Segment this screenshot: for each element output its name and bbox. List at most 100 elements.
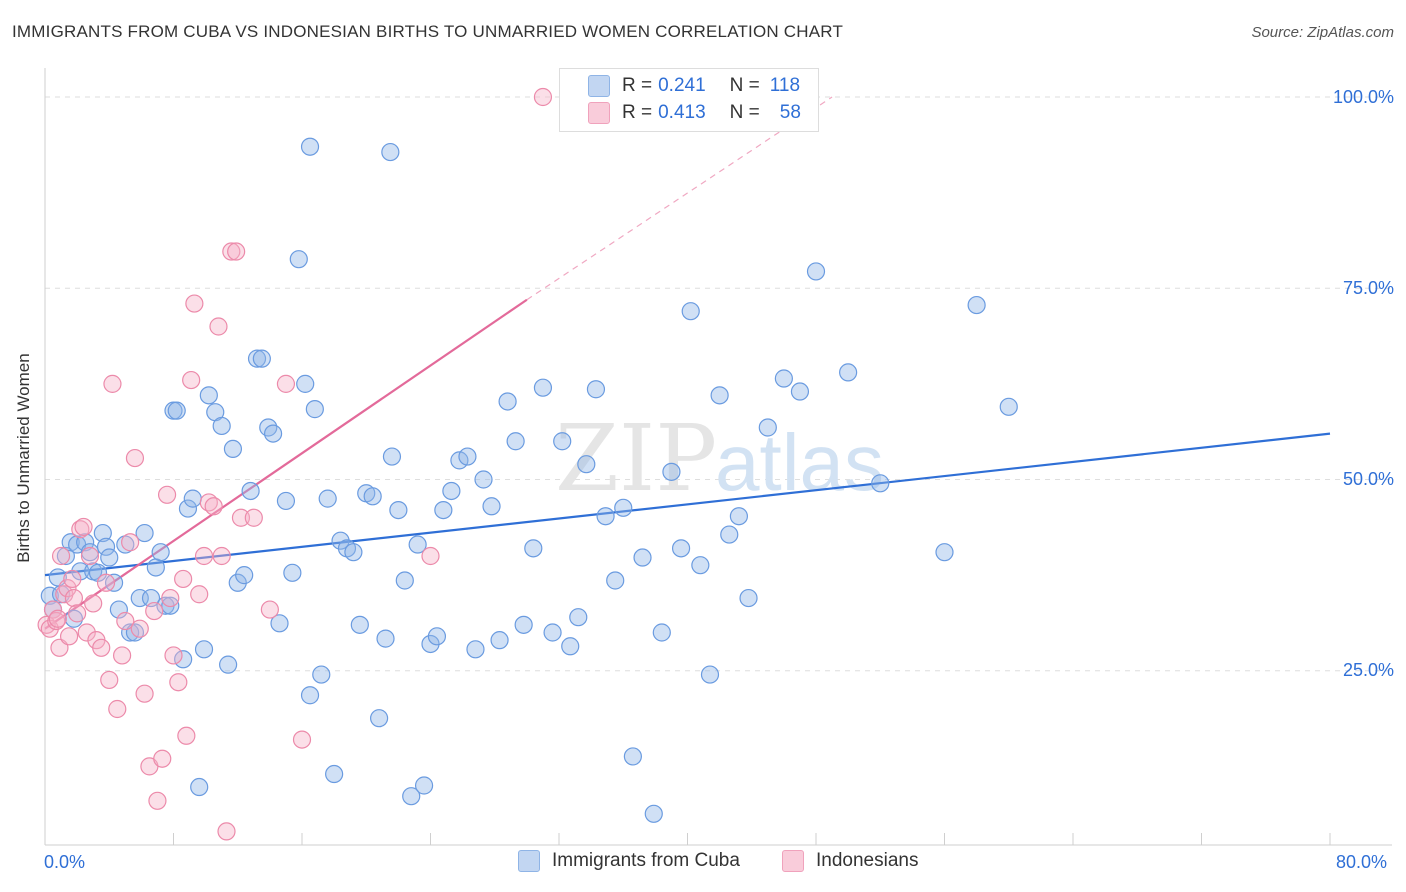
indonesians-point — [145, 601, 164, 621]
legend-r-value: 0.241 — [658, 75, 706, 96]
indonesians-point — [164, 646, 183, 665]
cuba-point — [219, 655, 238, 674]
y-tick-label-100: 100.0% — [1332, 87, 1394, 107]
cuba-point — [283, 563, 302, 582]
indonesians-point — [209, 317, 228, 336]
cuba-point — [662, 462, 681, 481]
cuba-point — [691, 556, 710, 575]
cuba-point — [553, 432, 572, 451]
cuba-point — [710, 386, 729, 405]
indonesians-point — [135, 684, 154, 703]
cuba-point — [64, 609, 84, 628]
cuba-point — [427, 627, 447, 646]
indonesians-point — [421, 546, 440, 566]
cuba-point — [270, 614, 289, 633]
legend-r-label: R = — [622, 75, 653, 96]
cuba-point — [681, 302, 700, 321]
indonesians-point — [103, 374, 122, 393]
indonesians-point — [100, 670, 119, 690]
indonesians-point — [533, 87, 553, 107]
indonesians-point — [71, 520, 90, 539]
indonesians-point — [190, 585, 209, 604]
cuba-point — [93, 523, 112, 543]
legend-item-indonesians: Indonesians — [782, 850, 918, 872]
cuba-point — [935, 543, 954, 562]
cuba-point — [389, 501, 408, 520]
cuba-point — [263, 424, 283, 443]
cuba-point — [121, 623, 140, 642]
cuba-point — [135, 523, 154, 543]
cuba-point — [247, 349, 267, 368]
cuba-point — [408, 535, 427, 554]
indonesians-point — [80, 546, 100, 566]
cuba-point — [790, 382, 810, 401]
indonesians-point — [92, 638, 111, 657]
legend-r-label: R = — [622, 102, 653, 123]
cuba-point — [442, 481, 461, 501]
cuba-point — [183, 489, 202, 508]
cuba-point — [806, 262, 826, 281]
cuba-point — [514, 615, 533, 634]
legend-row-cuba: R = 0.241 N = 118 — [560, 73, 800, 99]
cuba-point — [700, 665, 720, 684]
legend-swatch-cuba — [518, 850, 540, 872]
y-tick-label-25: 25.0% — [1342, 660, 1394, 680]
indonesians-point — [116, 611, 135, 631]
watermark-atlas: atlas — [715, 418, 884, 507]
cuba-point — [235, 566, 254, 585]
trend-lines — [44, 96, 1331, 630]
cuba-point — [474, 470, 493, 489]
cuba-trend-line — [44, 432, 1331, 577]
indonesians-point — [292, 730, 312, 749]
cuba-point — [300, 137, 320, 156]
indonesians-point — [148, 791, 167, 810]
cuba-point — [402, 787, 421, 806]
cuba-point — [296, 374, 315, 393]
cuba-point — [606, 571, 625, 590]
indonesians-point — [63, 569, 82, 589]
indonesians-trend-line — [44, 298, 528, 630]
indonesians-point — [177, 726, 196, 745]
x-tick-label-min: 0.0% — [44, 852, 86, 872]
series-legend: Immigrants from Cuba Indonesians — [0, 850, 1406, 878]
indonesians-point — [108, 699, 127, 719]
cuba-point — [151, 543, 170, 562]
cuba-point — [586, 380, 606, 399]
cuba-point — [671, 539, 691, 558]
cuba-point — [363, 487, 382, 506]
cuba-point — [376, 629, 395, 648]
cuba-point — [561, 637, 580, 656]
indonesians-point — [59, 627, 79, 646]
cuba-point — [344, 543, 363, 562]
indonesians-point — [125, 448, 145, 468]
source-label: Source: ZipAtlas.com — [1251, 24, 1394, 41]
indonesians-point — [182, 370, 201, 390]
indonesians-point — [204, 497, 223, 516]
cuba-point — [276, 491, 296, 511]
cuba-point — [100, 548, 119, 567]
cuba-point — [241, 481, 260, 501]
cuba-point — [614, 498, 633, 517]
cuba-point — [167, 401, 186, 420]
legend-n-label: N = — [729, 75, 760, 96]
cuba-point — [190, 777, 209, 797]
watermark: ZIP atlas — [555, 405, 884, 512]
cuba-point — [720, 525, 739, 544]
legend-r-value: 0.413 — [658, 102, 706, 123]
cuba-point — [414, 776, 434, 795]
cuba-point — [623, 747, 642, 766]
legend-item-cuba: Immigrants from Cuba — [518, 850, 740, 872]
cuba-point — [569, 608, 588, 627]
cuba-point — [395, 571, 414, 590]
cuba-point — [543, 623, 562, 642]
cuba-point — [729, 507, 749, 526]
gridlines — [45, 96, 1392, 672]
cuba-point — [577, 455, 596, 474]
cuba-point — [382, 447, 402, 466]
cuba-point — [116, 535, 135, 554]
legend-swatch-cuba — [588, 75, 610, 97]
indonesians-point — [130, 619, 149, 638]
indonesians-point — [244, 508, 263, 527]
cuba-point — [350, 615, 369, 634]
